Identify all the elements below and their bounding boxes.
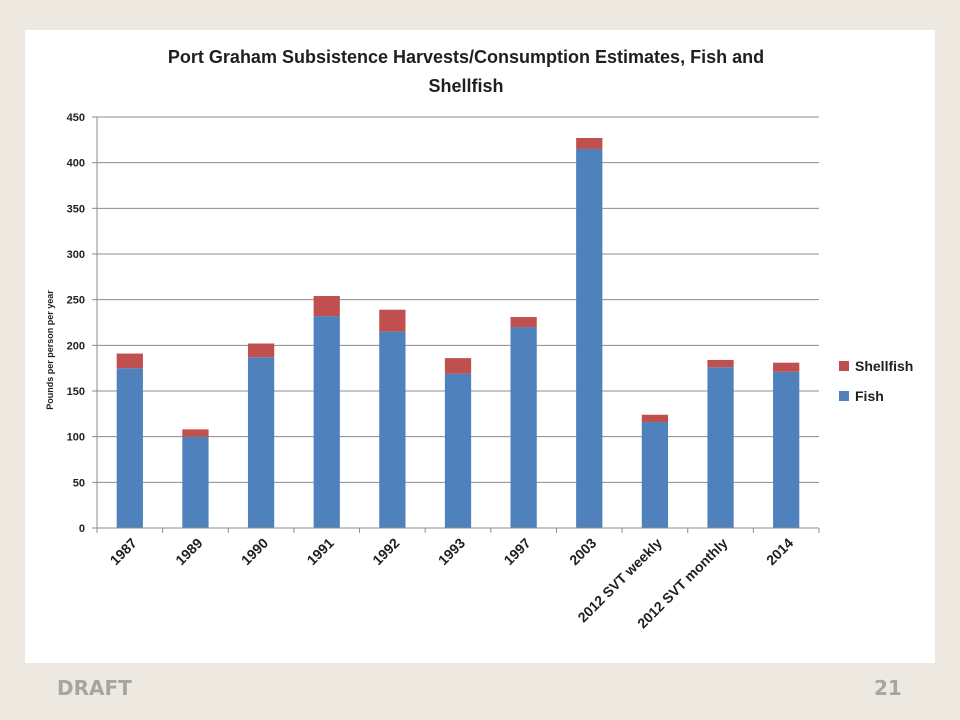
bar-fish [510, 327, 537, 528]
x-tick-label: 1997 [500, 535, 533, 568]
legend-label-shellfish: Shellfish [855, 358, 913, 374]
bar-fish [182, 436, 209, 528]
chart-title-line-2: Shellfish [428, 76, 503, 96]
y-tick-label: 350 [67, 203, 85, 215]
x-tick-label: 2014 [763, 535, 796, 568]
y-tick-label: 250 [67, 295, 85, 307]
x-tick-label: 1987 [107, 535, 140, 568]
bar-fish [379, 331, 406, 528]
bar-shellfish [116, 353, 143, 369]
bar-shellfish [773, 362, 800, 372]
bar-fish [116, 368, 143, 528]
legend-swatch-shellfish [839, 361, 849, 371]
legend-swatch-fish [839, 391, 849, 401]
y-tick-label: 150 [67, 386, 85, 398]
y-tick-label: 200 [67, 340, 85, 352]
bar-fish [444, 373, 472, 528]
y-tick-label: 300 [67, 249, 85, 261]
bar-fish [641, 422, 669, 528]
bar-fish [707, 367, 734, 528]
slide-panel: Port Graham Subsistence Harvests/Consump… [25, 30, 935, 663]
y-tick-label: 400 [67, 158, 85, 170]
bar-fish [313, 316, 340, 528]
stacked-bar-chart: Port Graham Subsistence Harvests/Consump… [45, 47, 913, 631]
y-tick-label: 0 [79, 523, 85, 535]
bar-shellfish [510, 317, 537, 328]
bar-fish [247, 357, 275, 528]
bar-shellfish [444, 358, 472, 374]
y-axis-label: Pounds per person per year [45, 290, 55, 410]
y-tick-label: 450 [67, 112, 85, 124]
bar-shellfish [576, 138, 603, 149]
draft-label: DRAFT [57, 676, 132, 700]
bar-shellfish [707, 359, 734, 368]
page-number: 21 [874, 676, 902, 700]
bar-shellfish [182, 429, 209, 437]
bar-shellfish [379, 309, 406, 332]
bar-shellfish [247, 343, 275, 358]
y-tick-label: 100 [67, 432, 85, 444]
legend-label-fish: Fish [855, 388, 884, 404]
x-tick-label: 1990 [238, 535, 271, 568]
x-tick-label: 1989 [172, 535, 205, 568]
bar-shellfish [313, 296, 340, 317]
bar-fish [576, 148, 603, 528]
x-tick-label: 1992 [369, 535, 402, 568]
bar-fish [773, 371, 800, 528]
y-tick-label: 50 [73, 477, 85, 489]
x-tick-label: 2003 [566, 535, 599, 568]
bar-shellfish [641, 414, 669, 423]
x-tick-label: 1991 [304, 535, 337, 568]
x-tick-label: 1993 [435, 535, 468, 568]
chart-title-line-1: Port Graham Subsistence Harvests/Consump… [168, 47, 764, 67]
